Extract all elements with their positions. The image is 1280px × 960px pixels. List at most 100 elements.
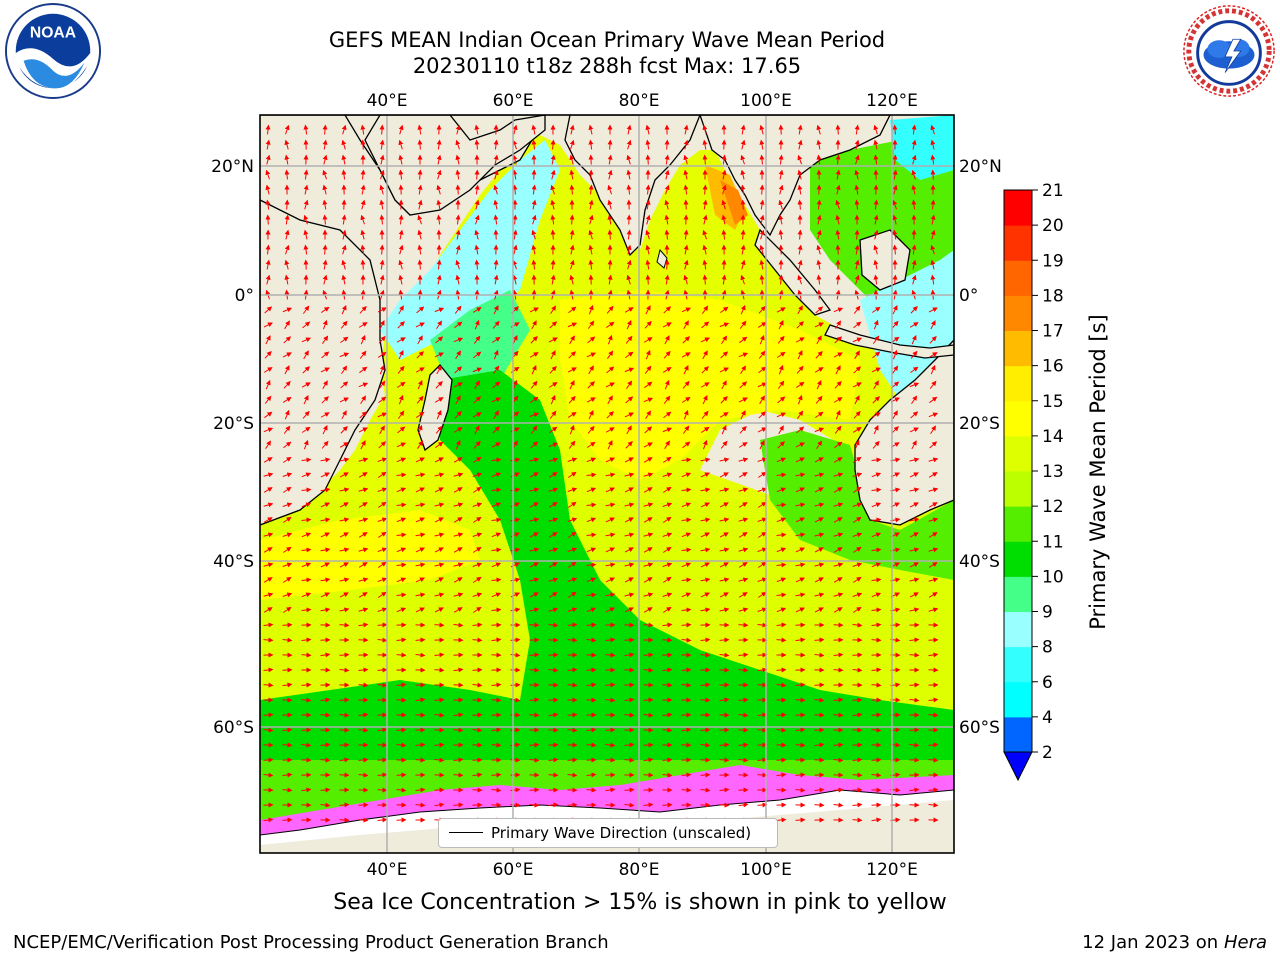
wave-direction-arrow [873, 319, 879, 330]
wave-direction-arrow [815, 411, 824, 419]
wave-direction-arrow [871, 637, 882, 643]
wave-direction-arrow [377, 667, 388, 673]
wave-direction-arrow [341, 244, 347, 255]
wave-direction-arrow [702, 395, 708, 405]
wave-direction-arrow [436, 409, 442, 420]
wave-direction-arrow [283, 336, 292, 344]
wave-direction-arrow [531, 364, 537, 375]
wave-direction-arrow [835, 229, 841, 240]
wave-direction-arrow [662, 682, 673, 688]
madagascar [417, 364, 453, 452]
colorbar-segment [1004, 295, 1032, 331]
wave-direction-arrow [379, 274, 385, 285]
wave-direction-arrow [702, 439, 708, 450]
wave-direction-arrow [683, 124, 689, 135]
legend-line-sample [449, 832, 483, 833]
wave-direction-arrow [339, 352, 350, 358]
wave-direction-arrow [911, 154, 917, 165]
wave-direction-arrow [740, 199, 746, 210]
wave-direction-arrow [835, 409, 841, 420]
lon-tick-label: 80°E [619, 860, 660, 880]
wave-direction-arrow [929, 441, 938, 449]
wave-direction-arrow [416, 411, 425, 418]
wave-direction-arrow [569, 424, 575, 435]
wave-direction-arrow [493, 274, 499, 285]
wave-direction-arrow [740, 365, 746, 375]
wave-direction-arrow [816, 214, 822, 225]
wave-direction-arrow [265, 184, 271, 195]
wave-direction-arrow [834, 425, 842, 434]
wave-direction-arrow [548, 337, 558, 343]
wave-direction-arrow [341, 154, 347, 165]
wave-direction-arrow [550, 229, 556, 240]
wave-direction-arrow [929, 396, 938, 404]
wave-direction-arrow [379, 214, 385, 225]
wave-direction-arrow [339, 817, 350, 823]
wave-direction-arrow [436, 214, 442, 225]
wave-direction-arrow [607, 334, 613, 345]
wave-direction-arrow [322, 199, 328, 210]
wave-direction-arrow [320, 457, 331, 463]
wave-direction-arrow [493, 199, 499, 210]
wave-direction-arrow [626, 274, 632, 285]
wave-direction-arrow [512, 229, 518, 240]
wave-direction-arrow [681, 352, 691, 358]
wave-direction-arrow [398, 305, 404, 315]
wave-direction-arrow [873, 214, 879, 225]
wave-direction-arrow [683, 139, 689, 150]
wave-direction-arrow [453, 382, 463, 388]
wave-direction-arrow [341, 229, 347, 240]
wave-direction-arrow [434, 397, 444, 403]
wave-direction-arrow [873, 380, 879, 390]
lat-tick-label: 20°S [959, 414, 1000, 434]
wave-direction-arrow [607, 440, 613, 450]
wave-direction-arrow [377, 457, 388, 463]
wave-direction-arrow [379, 139, 385, 150]
wave-direction-arrow [892, 274, 898, 285]
wave-direction-arrow [930, 229, 936, 240]
wave-direction-arrow [454, 410, 462, 419]
wave-direction-arrow [702, 259, 708, 270]
wave-direction-arrow [702, 199, 708, 210]
sea-ice-note: Sea Ice Concentration > 15% is shown in … [333, 890, 947, 915]
wave-direction-arrow [398, 259, 404, 270]
wave-direction-arrow [872, 335, 880, 344]
wave-direction-arrow [358, 682, 369, 688]
wave-direction-arrow [797, 305, 803, 315]
wave-direction-arrow [871, 757, 882, 763]
wave-direction-arrow [892, 199, 898, 210]
wave-direction-arrow [738, 742, 749, 748]
wave-direction-arrow [455, 184, 461, 195]
wave-direction-arrow [493, 169, 499, 180]
wave-direction-arrow [852, 337, 863, 343]
colorbar-tick-label: 14 [1042, 427, 1064, 447]
wave-direction-arrow [265, 139, 271, 150]
wave-direction-arrow [796, 321, 804, 329]
wave-direction-arrow [853, 410, 861, 419]
wave-direction-arrow [282, 472, 293, 478]
wave-direction-arrow [816, 335, 822, 345]
wave-direction-arrow [586, 441, 596, 448]
map-legend: Primary Wave Direction (unscaled) [438, 818, 778, 848]
wave-direction-arrow [568, 395, 576, 404]
wave-direction-arrow [321, 306, 330, 313]
wave-direction-arrow [740, 410, 746, 420]
wave-direction-arrow [531, 184, 537, 195]
wave-direction-arrow [664, 199, 670, 210]
wave-direction-arrow [569, 139, 575, 150]
wave-direction-arrow [265, 440, 271, 450]
footer-credit: NCEP/EMC/Verification Post Processing Pr… [13, 932, 609, 953]
wave-direction-arrow [341, 139, 347, 150]
wave-direction-arrow [379, 199, 385, 210]
wave-direction-arrow [645, 199, 651, 210]
wave-direction-arrow [569, 244, 575, 255]
wave-direction-arrow [816, 139, 822, 150]
wave-direction-arrow [549, 365, 557, 374]
wave-direction-arrow [301, 382, 311, 388]
wave-direction-arrow [757, 727, 768, 733]
wave-direction-arrow [549, 321, 558, 329]
wave-direction-arrow [512, 259, 518, 270]
wave-direction-arrow [778, 274, 784, 285]
wave-direction-arrow [624, 457, 634, 463]
wave-direction-arrow [359, 350, 367, 359]
